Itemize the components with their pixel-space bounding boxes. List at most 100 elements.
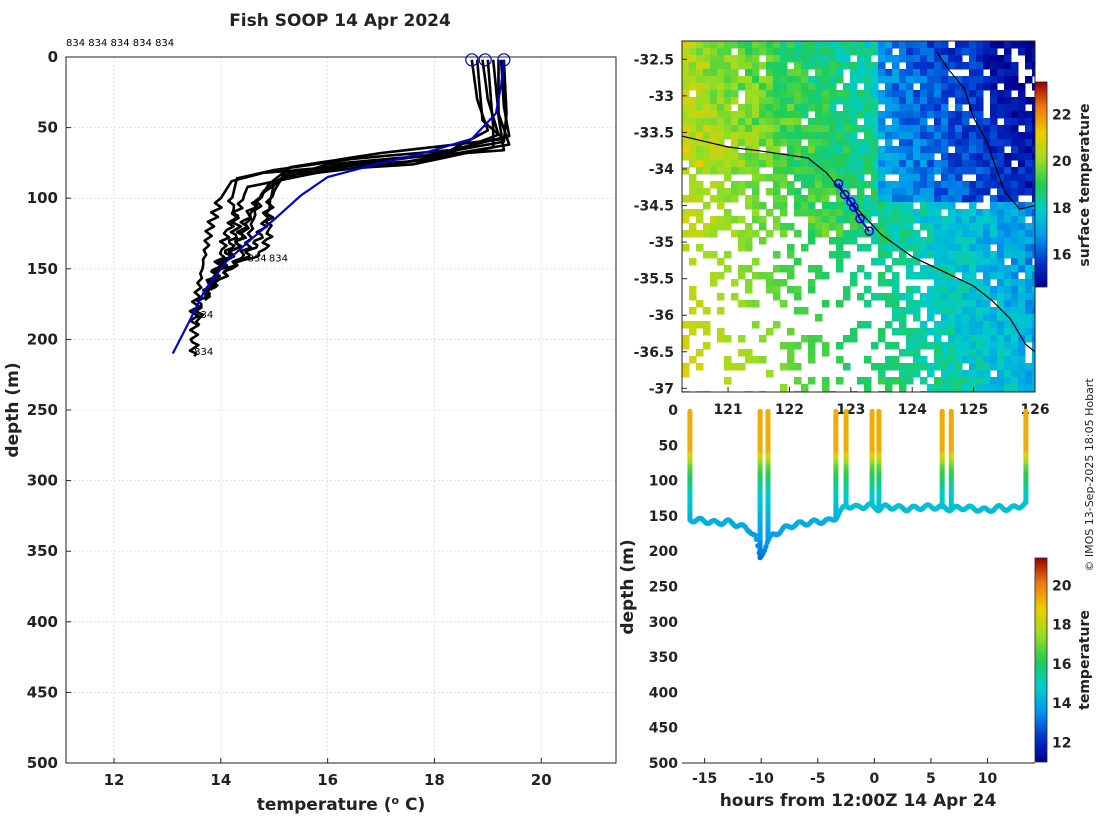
sst-cell [983,76,991,84]
sst-cell [962,251,970,259]
sst-cell [899,230,907,238]
sst-cell [885,363,893,371]
sst-cell [822,209,830,217]
sst-cell [822,188,830,196]
sst-cell [990,349,998,357]
sst-cell [864,300,872,308]
sst-cell [717,188,725,196]
sst-cell [717,55,725,63]
sst-cell [997,132,1005,140]
sst-cell [787,251,795,259]
sst-cell [794,286,802,294]
sst-cell [801,83,809,91]
sst-cell [857,41,865,49]
sst-cell [822,111,830,119]
sst-cell [934,251,942,259]
sst-cell [696,139,704,147]
sst-cell [731,139,739,147]
sst-cell [969,377,977,385]
sst-cell [836,55,844,63]
sst-cell [948,62,956,70]
sst-cell [689,76,697,84]
sst-cell [682,48,690,56]
sst-cell [976,48,984,56]
sst-cell [885,41,893,49]
sst-cell [703,153,711,161]
sst-cell [710,97,718,105]
sst-cell [787,97,795,105]
sst-cell [892,377,900,385]
sst-cell [934,41,942,49]
sst-cell [731,41,739,49]
sst-cell [745,160,753,168]
sst-cell [1004,97,1012,105]
sst-cell [794,118,802,126]
sst-cell [969,167,977,175]
sst-cell [836,167,844,175]
sst-cell [941,97,949,105]
sst-cell [780,90,788,98]
sst-cell [962,293,970,301]
sst-cell [752,216,760,224]
sst-cell [822,384,830,392]
sst-cell [710,167,718,175]
sst-cell [955,153,963,161]
sst-cell [822,76,830,84]
timeseries-x-tick-label: -10 [749,771,775,787]
sst-cell [822,90,830,98]
sst-cell [1018,384,1026,392]
sst-cell [920,356,928,364]
sst-cell [1004,251,1012,259]
sst-cell [927,307,935,315]
sst-cell [997,300,1005,308]
sst-cell [682,69,690,77]
sst-cell [696,76,704,84]
sst-cell [815,76,823,84]
sst-cell [913,216,921,224]
sst-cell [899,90,907,98]
sst-cell [934,230,942,238]
sst-cell [857,111,865,119]
sst-cell [717,195,725,203]
sst-cell [794,55,802,63]
sst-cell [752,209,760,217]
sst-cell [808,90,816,98]
sst-cell [899,41,907,49]
profile-x-label: temperature (o C) [257,794,426,815]
sst-cell [745,62,753,70]
sst-cell [1032,237,1035,245]
sst-cell [1004,223,1012,231]
sst-cell [787,342,795,350]
sst-cell [829,139,837,147]
sst-cell [906,62,914,70]
sst-cell [850,125,858,133]
sst-cell [948,300,956,308]
sst-cell [871,237,879,245]
sst-cell [892,76,900,84]
sst-cell [717,132,725,140]
sst-cell [920,111,928,119]
sst-cell [878,111,886,119]
sst-cell [955,174,963,182]
sst-cell [899,293,907,301]
sst-cell [878,174,886,182]
sst-cell [955,314,963,322]
sst-cell [682,363,690,371]
sst-cell [969,251,977,259]
sst-cell [997,251,1005,259]
sst-cell [850,216,858,224]
sst-cell [689,230,697,238]
sst-cell [717,216,725,224]
sst-cell [871,69,879,77]
sst-cell [759,237,767,245]
start-marker [465,53,479,67]
sst-cell [787,286,795,294]
sst-cell [843,174,851,182]
sst-cell [773,97,781,105]
sst-cell [920,188,928,196]
sst-cell [1011,118,1019,126]
sst-cell [703,167,711,175]
sst-cell [927,342,935,350]
sst-cell [955,370,963,378]
